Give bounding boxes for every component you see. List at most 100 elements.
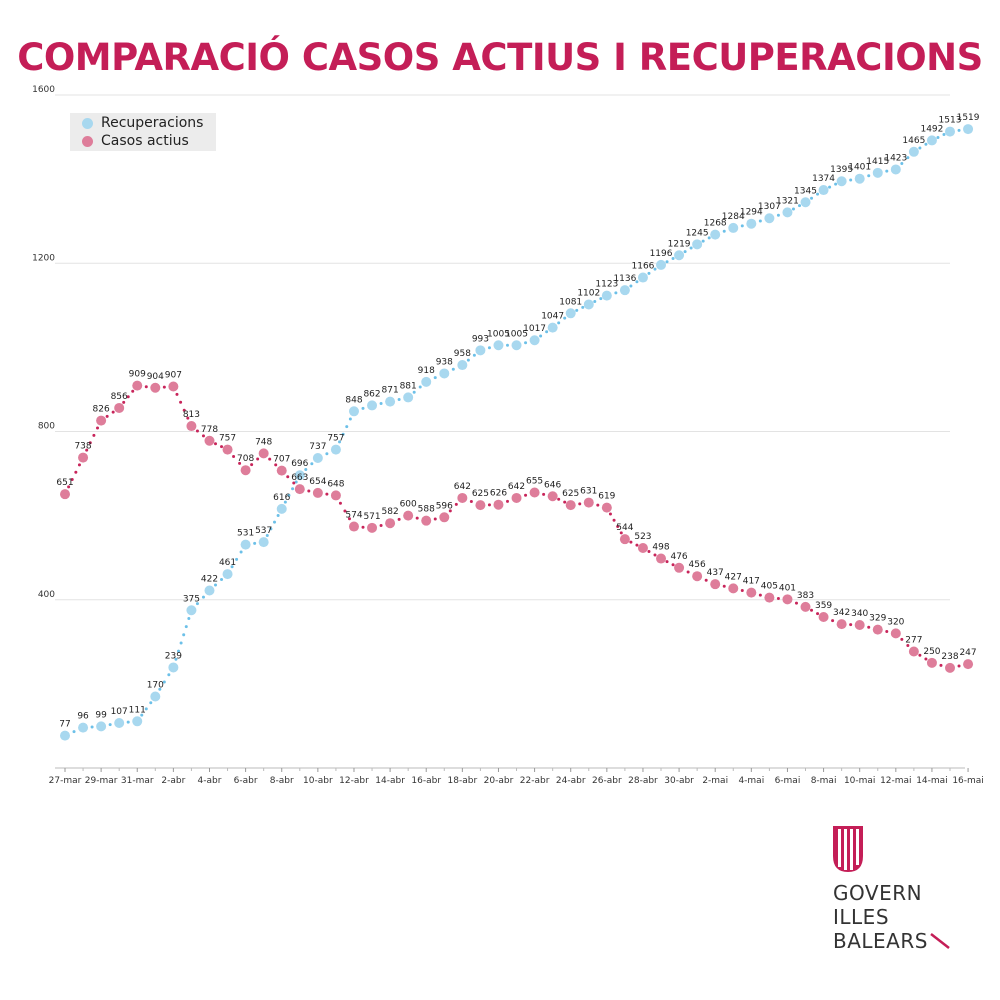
series-recuperacions-label-13: 696	[291, 459, 308, 469]
x-tick-label-16-abr: 16-abr	[411, 776, 441, 786]
series-casos-actius-link-dot	[885, 630, 889, 634]
series-casos-actius-link-dot	[900, 637, 904, 641]
series-recuperacions-point-11	[258, 537, 269, 548]
series-recuperacions-point-24	[493, 340, 504, 351]
series-casos-actius-label-3: 856	[111, 392, 128, 402]
legend-swatch-casos-actius	[82, 136, 93, 147]
logo-line-govern: GOVERN	[833, 881, 923, 905]
logo-line-balears-text: BALEARS	[833, 929, 928, 953]
series-casos-actius-label-46: 320	[887, 617, 904, 627]
x-tick-label-29-mar: 29-mar	[85, 776, 118, 786]
series-casos-actius-point-4	[132, 380, 143, 391]
series-recuperacions-link-dot	[220, 578, 224, 582]
series-recuperacions-link-dot	[214, 583, 218, 587]
series-recuperacions-link-dot	[273, 520, 277, 524]
series-recuperacions-label-40: 1321	[776, 196, 799, 206]
series-recuperacions-label-10: 531	[237, 529, 254, 539]
series-casos-actius-label-13: 663	[291, 473, 308, 483]
series-recuperacions-link-dot	[177, 649, 181, 653]
series-recuperacions-link-dot	[849, 178, 853, 182]
series-recuperacions-link-dot	[539, 334, 543, 338]
series-casos-actius-link-dot	[214, 442, 218, 446]
series-recuperacions-point-46	[890, 164, 901, 175]
series-recuperacions-point-19	[403, 392, 414, 403]
series-recuperacions-label-29: 1102	[577, 288, 600, 298]
series-casos-actius-link-dot	[665, 560, 669, 564]
series-recuperacions-label-2: 99	[95, 710, 107, 720]
series-casos-actius-point-37	[728, 583, 739, 594]
series-recuperacions-label-4: 111	[129, 705, 146, 715]
series-recuperacions-label-31: 1136	[613, 274, 636, 284]
legend-label-casos-actius: Casos actius	[101, 133, 189, 149]
series-recuperacions-label-30: 1123	[595, 280, 618, 290]
series-casos-actius-link-dot	[810, 608, 814, 612]
series-casos-actius-link-dot	[722, 584, 726, 588]
series-recuperacions-link-dot	[433, 376, 437, 380]
series-recuperacions-label-42: 1374	[812, 174, 835, 184]
series-casos-actius-link-dot	[831, 619, 835, 623]
series-recuperacions-label-0: 77	[59, 720, 70, 730]
series-recuperacions-link-dot	[834, 182, 838, 186]
series-recuperacions-point-23	[475, 345, 486, 356]
coat-of-arms-icon	[833, 826, 863, 872]
series-casos-actius-point-18	[385, 518, 396, 529]
series-recuperacions-label-17: 862	[363, 389, 380, 399]
series-casos-actius-link-dot	[250, 463, 254, 467]
x-tick-label-16-mai: 16-mai	[952, 776, 983, 786]
series-casos-actius-point-50	[963, 659, 974, 670]
series-casos-actius-point-35	[692, 571, 703, 582]
x-tick-label-28-abr: 28-abr	[628, 776, 658, 786]
series-casos-actius-point-45	[872, 624, 883, 635]
series-casos-actius-label-41: 383	[797, 591, 814, 601]
series-recuperacions-link-dot	[201, 595, 205, 599]
series-casos-actius-link-dot	[74, 470, 78, 474]
series-recuperacions-point-3	[114, 717, 125, 728]
series-casos-actius-link-dot	[563, 500, 567, 504]
series-recuperacions-link-dot	[235, 557, 239, 561]
series-recuperacions-point-38	[746, 218, 757, 229]
series-casos-actius-label-10: 708	[237, 454, 254, 464]
series-casos-actius-label-43: 342	[833, 608, 850, 618]
series-casos-actius-label-2: 826	[93, 405, 110, 415]
series-casos-actius-link-dot	[816, 612, 820, 616]
series-casos-actius-link-dot	[70, 478, 74, 482]
series-recuperacions-point-8	[204, 585, 215, 596]
series-casos-actius-label-30: 619	[598, 492, 615, 502]
legend-label-recuperacions: Recuperacions	[101, 115, 204, 131]
series-recuperacions-link-dot	[506, 343, 509, 347]
series-casos-actius-point-8	[204, 435, 215, 446]
series-casos-actius-label-45: 329	[869, 614, 886, 624]
series-recuperacions-label-46: 1423	[884, 153, 907, 163]
series-recuperacions-link-dot	[614, 291, 618, 295]
series-recuperacions-point-22	[457, 360, 468, 371]
series-casos-actius-point-24	[493, 499, 504, 510]
series-recuperacions-link-dot	[269, 527, 273, 531]
series-casos-actius-link-dot	[67, 485, 71, 489]
series-casos-actius-label-7: 813	[183, 410, 200, 420]
series-recuperacions-link-dot	[683, 250, 687, 254]
series-casos-actius-label-15: 648	[327, 479, 344, 489]
series-casos-actius-label-39: 405	[761, 582, 778, 592]
series-casos-actius-link-dot	[182, 408, 186, 412]
series-casos-actius-link-dot	[612, 518, 616, 522]
series-casos-actius-point-43	[836, 619, 847, 630]
series-recuperacions-point-16	[348, 406, 359, 417]
series-casos-actius-link-dot	[740, 588, 744, 592]
series-recuperacions-label-6: 239	[165, 651, 182, 661]
series-recuperacions-link-dot	[187, 616, 191, 620]
series-casos-actius-link-dot	[794, 601, 798, 605]
series-casos-actius-link-dot	[131, 389, 135, 393]
series-recuperacions-link-dot	[162, 680, 166, 684]
series-recuperacions-link-dot	[294, 480, 298, 484]
x-tick-label-2-mai: 2-mai	[702, 776, 728, 786]
y-tick-label-400: 400	[38, 590, 55, 600]
series-recuperacions-link-dot	[283, 500, 287, 504]
series-recuperacions-point-42	[818, 185, 829, 196]
series-recuperacions-link-dot	[287, 493, 291, 497]
logo-text: GOVERN ILLES BALEARS	[833, 881, 951, 953]
x-tick-label-8-abr: 8-abr	[270, 776, 294, 786]
series-casos-actius-point-6	[168, 381, 179, 392]
series-recuperacions-label-3: 107	[111, 707, 128, 717]
series-casos-actius-label-14: 654	[309, 477, 326, 487]
series-casos-actius-label-0: 651	[56, 478, 73, 488]
